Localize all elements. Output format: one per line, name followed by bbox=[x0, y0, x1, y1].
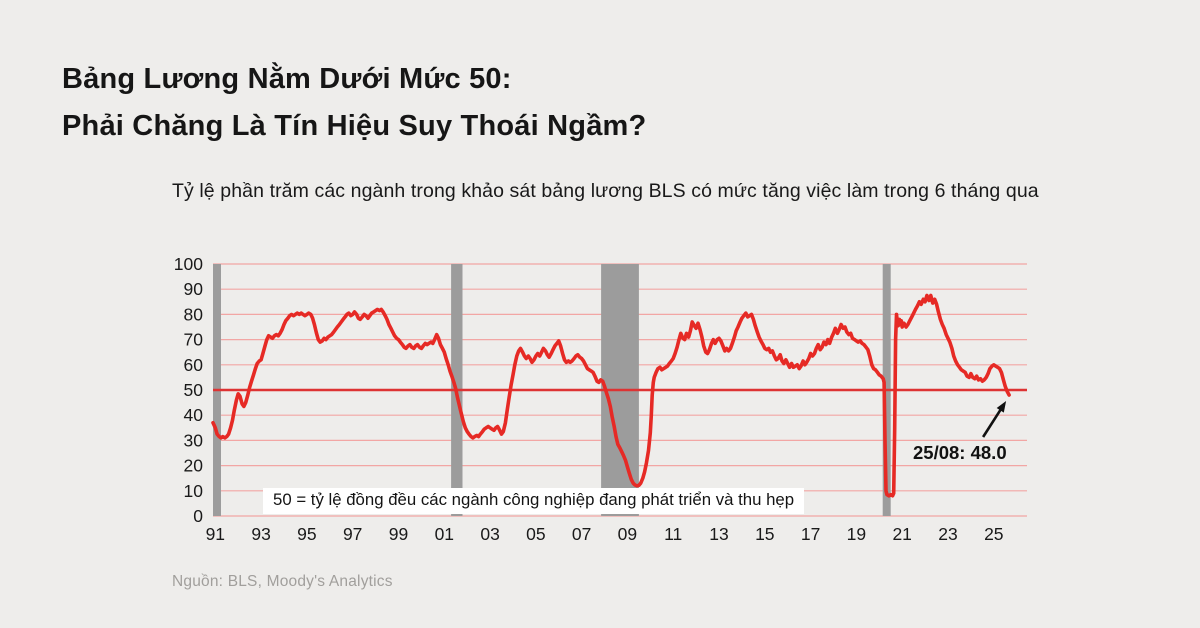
reference-line-label: 50 = tỷ lệ đồng đều các ngành công nghiệ… bbox=[263, 488, 805, 514]
y-axis-labels: 0 10 20 30 40 50 60 70 80 90 100 bbox=[174, 254, 203, 526]
x-tick-label-97: 97 bbox=[343, 524, 362, 544]
page-title: Bảng Lương Nằm Dưới Mức 50: Phải Chăng L… bbox=[62, 56, 646, 150]
page-title-line2: Phải Chăng Là Tín Hiệu Suy Thoái Ngầm? bbox=[62, 110, 647, 142]
x-tick-label-21: 21 bbox=[892, 524, 911, 544]
x-tick-label-05: 05 bbox=[526, 524, 545, 544]
diffusion-index-line bbox=[211, 293, 1011, 498]
x-tick-label-93: 93 bbox=[251, 524, 270, 544]
y-tick-label-20: 20 bbox=[184, 456, 204, 476]
y-tick-label-80: 80 bbox=[184, 304, 204, 324]
x-tick-label-11: 11 bbox=[664, 524, 682, 544]
y-tick-label-70: 70 bbox=[184, 330, 204, 350]
y-tick-label-100: 100 bbox=[174, 254, 203, 274]
y-tick-label-50: 50 bbox=[184, 380, 204, 400]
x-tick-label-95: 95 bbox=[297, 524, 316, 544]
annotation-arrow bbox=[982, 401, 1007, 438]
x-tick-label-19: 19 bbox=[847, 524, 866, 544]
x-tick-label-23: 23 bbox=[938, 524, 957, 544]
x-tick-label-25: 25 bbox=[984, 524, 1003, 544]
x-tick-label-15: 15 bbox=[755, 524, 774, 544]
chart-subtitle: Tỷ lệ phần trăm các ngành trong khảo sát… bbox=[172, 180, 1039, 202]
y-tick-label-0: 0 bbox=[193, 506, 203, 526]
source-text: Nguồn: BLS, Moody's Analytics bbox=[172, 573, 393, 590]
latest-value-annotation: 25/08: 48.0 bbox=[913, 442, 1007, 463]
y-tick-label-30: 30 bbox=[184, 430, 204, 450]
x-tick-label-01: 01 bbox=[435, 524, 454, 544]
y-tick-label-10: 10 bbox=[184, 481, 204, 501]
y-tick-label-40: 40 bbox=[184, 405, 204, 425]
y-tick-label-60: 60 bbox=[184, 355, 204, 375]
x-axis-labels: 91 93 95 97 99 01 03 05 07 09 11 13 15 17 19 21 23 25 bbox=[206, 524, 1004, 544]
x-tick-label-03: 03 bbox=[480, 524, 499, 544]
y-tick-label-90: 90 bbox=[184, 279, 204, 299]
page-title-line1: Bảng Lương Nằm Dưới Mức 50: bbox=[62, 63, 512, 95]
x-tick-label-09: 09 bbox=[618, 524, 637, 544]
x-tick-label-13: 13 bbox=[709, 524, 728, 544]
x-tick-label-17: 17 bbox=[801, 524, 820, 544]
x-tick-label-07: 07 bbox=[572, 524, 591, 544]
arrow-head bbox=[996, 401, 1007, 413]
x-tick-label-99: 99 bbox=[389, 524, 408, 544]
arrow-shaft bbox=[982, 405, 1004, 438]
x-tick-label-91: 91 bbox=[206, 524, 225, 544]
